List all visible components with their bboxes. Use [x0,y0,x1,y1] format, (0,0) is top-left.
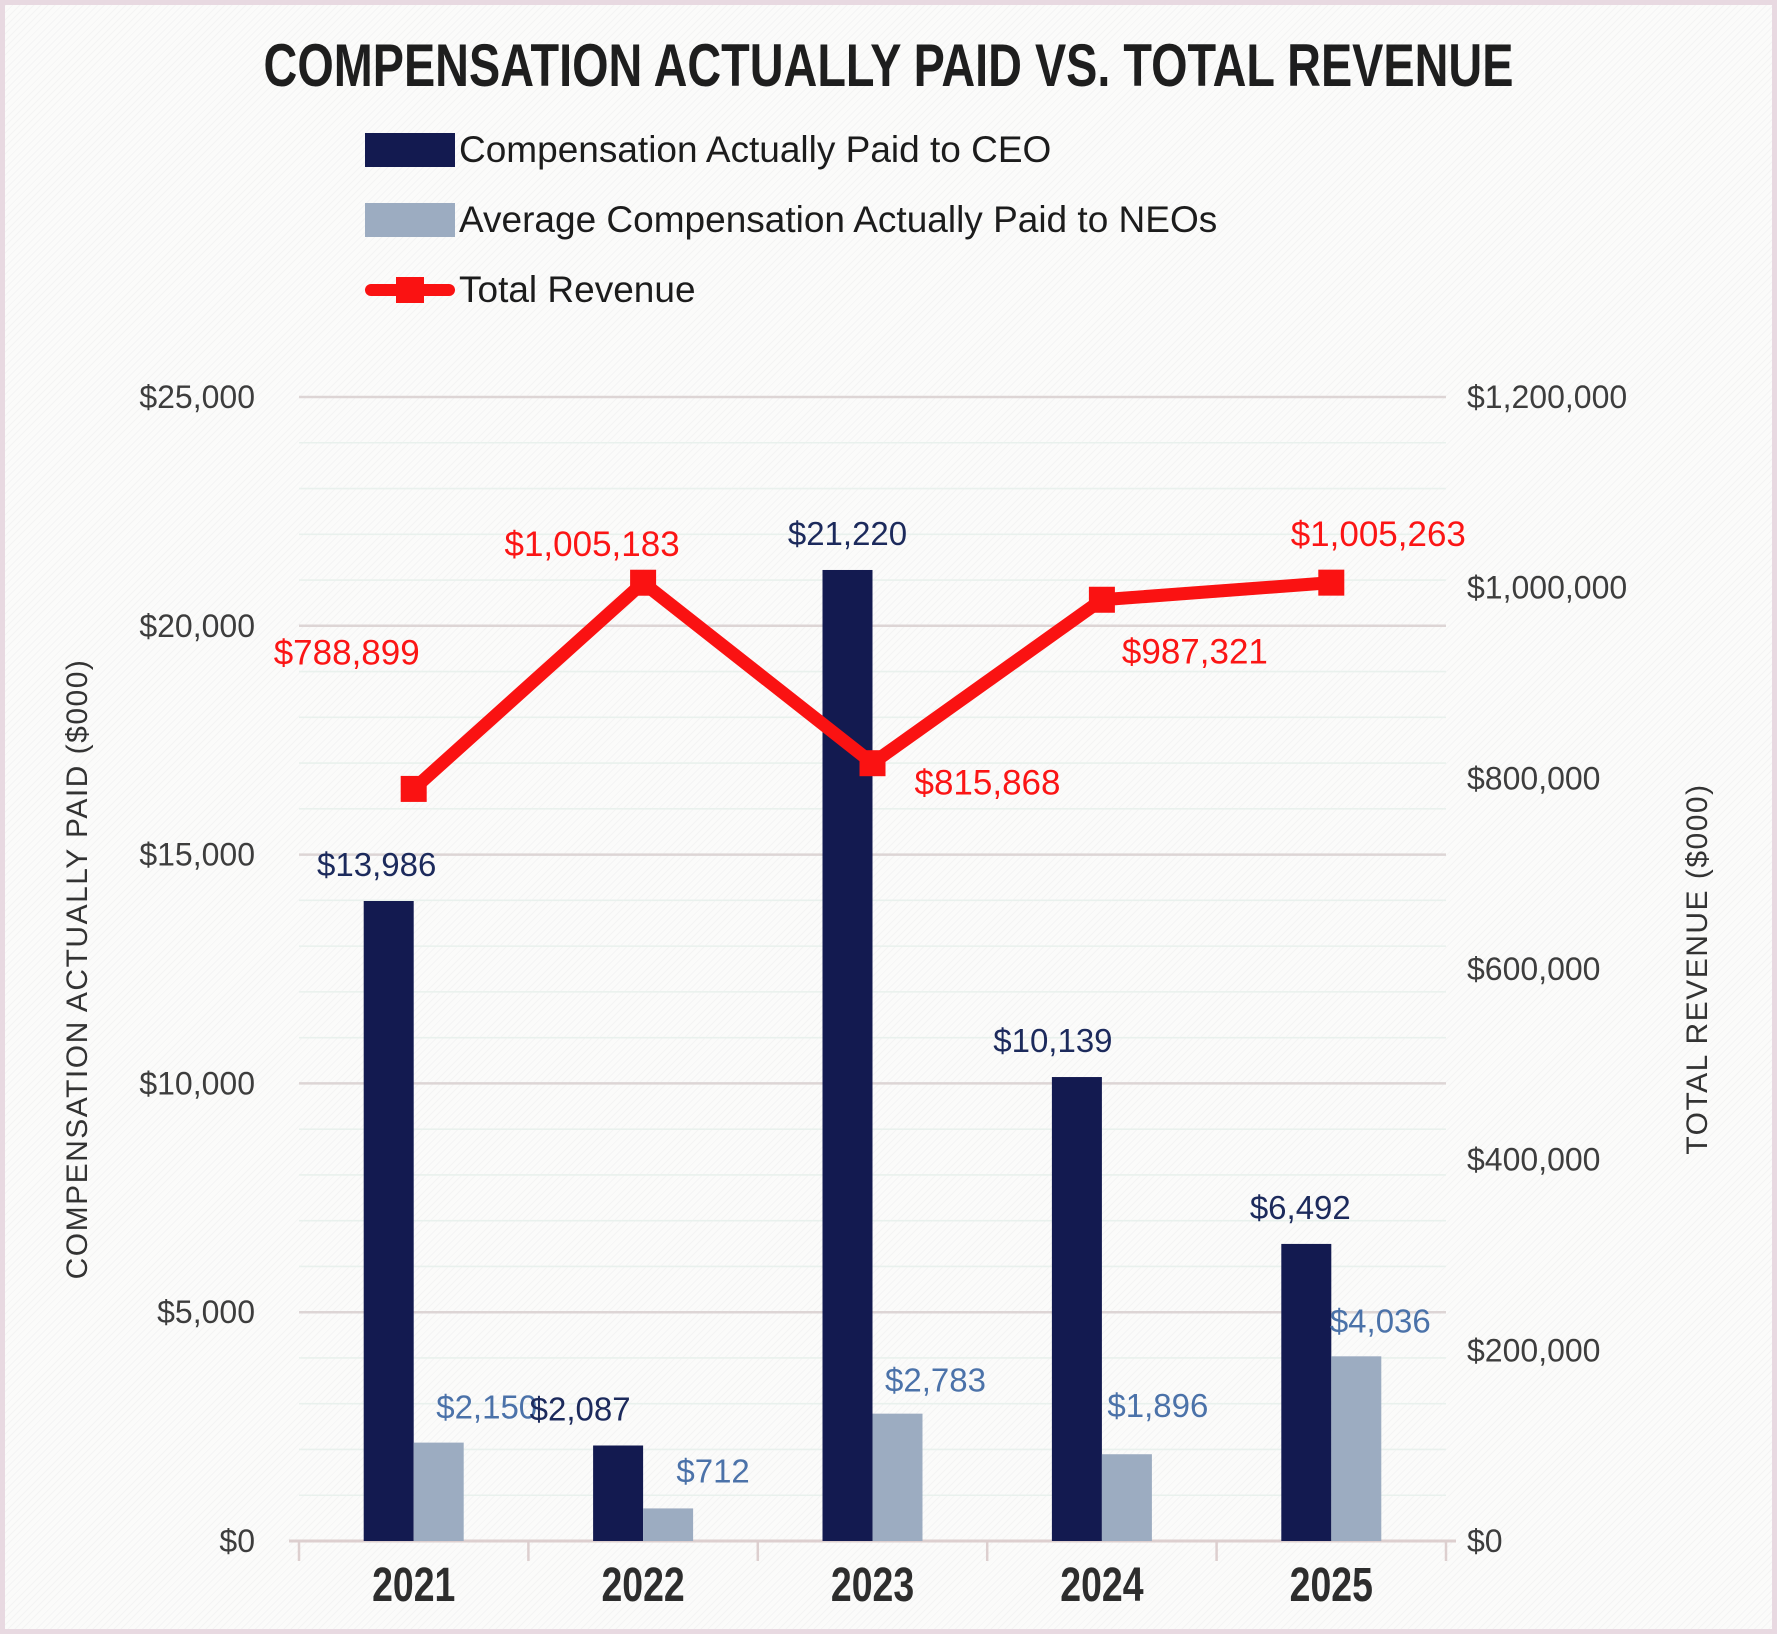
legend-swatch-neo-bar [365,203,455,237]
data-label-revenue-2022: $1,005,183 [505,525,680,564]
data-label-ceo-2022: $2,087 [530,1390,631,1427]
bar-ceo-2022 [593,1445,644,1541]
right-axis-tick-label-6: $1,200,000 [1467,379,1627,415]
legend-swatch-ceo-bar [365,133,455,167]
legend-swatch-revenue-line [365,273,455,307]
legend-item-neo: Average Compensation Actually Paid to NE… [365,199,1217,241]
revenue-marker-2025 [1318,569,1345,596]
data-label-revenue-2024: $987,321 [1122,632,1268,671]
data-label-ceo-2023: $21,220 [788,515,907,552]
left-axis-tick-label-1: $5,000 [157,1294,255,1330]
bar-neo-2024 [1101,1454,1152,1541]
left-axis-tick-label-0: $0 [219,1523,255,1559]
right-axis-tick-label-0: $0 [1467,1523,1503,1559]
revenue-marker-2024 [1088,586,1115,613]
legend: Compensation Actually Paid to CEO Averag… [365,129,1217,311]
data-label-neo-2024: $1,896 [1107,1387,1208,1424]
data-label-neo-2023: $2,783 [885,1362,986,1399]
x-axis-label-2024: 2024 [1060,1559,1143,1613]
right-axis-tick-label-5: $1,000,000 [1467,570,1627,606]
data-label-ceo-2025: $6,492 [1250,1189,1351,1226]
bar-ceo-2024 [1051,1077,1102,1541]
legend-label-neo: Average Compensation Actually Paid to NE… [459,199,1218,240]
bar-ceo-2023 [822,569,873,1541]
left-axis-tick-label-5: $25,000 [139,379,255,415]
bar-ceo-2025 [1281,1243,1332,1541]
right-axis-tick-label-2: $400,000 [1467,1142,1600,1178]
bar-ceo-2021 [363,901,414,1541]
right-axis-title: TOTAL REVENUE ($000) [1681,783,1714,1154]
left-axis-tick-label-2: $10,000 [139,1065,255,1101]
legend-line-marker-icon [396,277,424,303]
right-axis-tick-label-1: $200,000 [1467,1332,1600,1368]
revenue-marker-2021 [400,775,427,802]
left-axis-title: COMPENSATION ACTUALLY PAID ($000) [61,659,94,1280]
revenue-marker-2023 [859,750,886,777]
right-axis-tick-label-3: $600,000 [1467,951,1600,987]
bar-neo-2023 [872,1413,923,1541]
data-label-revenue-2025: $1,005,263 [1291,515,1466,554]
legend-item-ceo: Compensation Actually Paid to CEO [365,129,1217,171]
bar-neo-2021 [413,1442,464,1541]
x-axis-label-2022: 2022 [601,1559,684,1613]
x-axis-label-2023: 2023 [831,1559,914,1613]
chart-title: COMPENSATION ACTUALLY PAID VS. TOTAL REV… [263,32,1514,99]
left-axis-tick-label-4: $20,000 [139,608,255,644]
data-label-ceo-2024: $10,139 [993,1022,1112,1059]
revenue-marker-2022 [630,569,657,596]
bar-neo-2025 [1331,1356,1382,1541]
left-axis-tick-label-3: $15,000 [139,837,255,873]
data-label-ceo-2021: $13,986 [317,846,436,883]
legend-item-revenue: Total Revenue [365,269,1217,311]
data-label-neo-2021: $2,150 [436,1389,537,1426]
chart-canvas: $13,986 $2,150$2,087 $712 $21,220 $2,783 $10,… [61,379,1714,1613]
data-label-revenue-2021: $788,899 [274,633,420,672]
right-axis-tick-label-4: $800,000 [1467,760,1600,796]
bar-neo-2022 [643,1508,694,1541]
data-label-neo-2022: $712 [676,1452,749,1489]
x-axis-label-2025: 2025 [1290,1559,1373,1613]
data-label-revenue-2023: $815,868 [915,764,1061,803]
legend-label-revenue: Total Revenue [459,269,696,310]
x-axis-label-2021: 2021 [372,1559,455,1613]
data-label-neo-2025: $4,036 [1330,1302,1431,1339]
legend-label-ceo: Compensation Actually Paid to CEO [459,129,1052,170]
